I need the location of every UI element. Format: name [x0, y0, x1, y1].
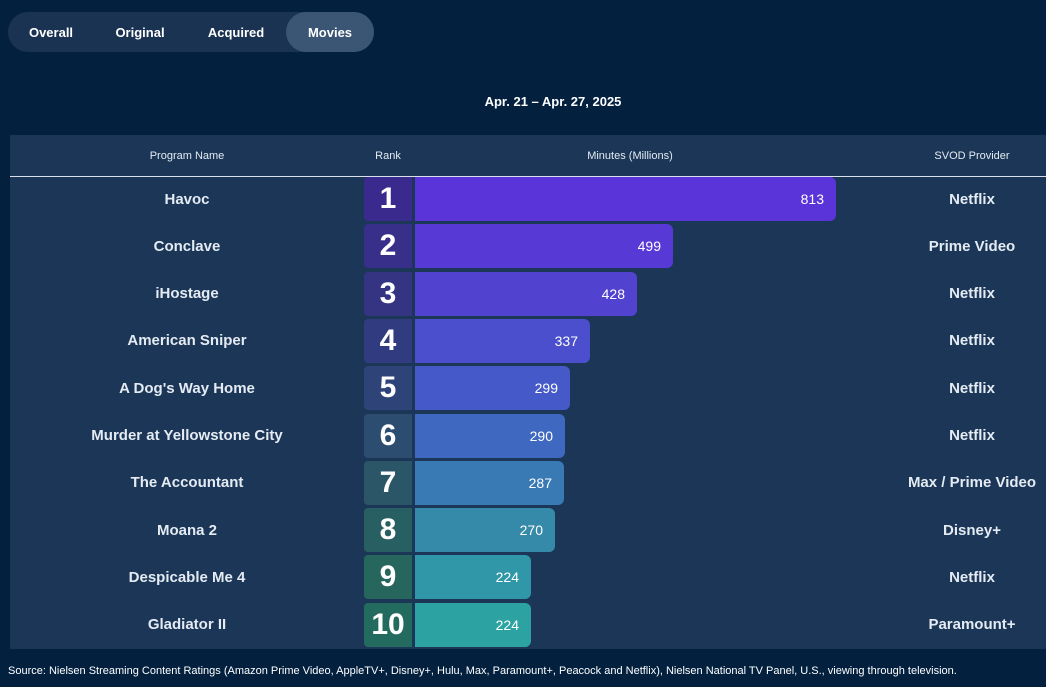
table-row: Murder at Yellowstone City 6 290 Netflix — [10, 413, 1046, 458]
rank-badge: 7 — [364, 460, 412, 505]
ranking-table: Program Name Rank Minutes (Millions) SVO… — [10, 135, 1046, 649]
svod-provider: Max / Prime Video — [907, 474, 1037, 492]
tab-overall[interactable]: Overall — [28, 24, 74, 40]
program-name: A Dog's Way Home — [119, 379, 255, 397]
table-row: Moana 2 8 270 Disney+ — [10, 508, 1046, 553]
program-name: Conclave — [153, 237, 221, 255]
svod-provider: Netflix — [949, 285, 995, 303]
program-name: Havoc — [164, 190, 210, 208]
minutes-value-label: 290 — [529, 427, 553, 444]
program-name: Despicable Me 4 — [128, 568, 246, 586]
table-row: The Accountant 7 287 Max / Prime Video — [10, 460, 1046, 505]
program-name: The Accountant — [130, 474, 244, 492]
minutes-bar — [415, 508, 555, 553]
minutes-value-label: 499 — [637, 238, 661, 255]
date-range: Apr. 21 – Apr. 27, 2025 — [484, 94, 622, 109]
header-svod-provider: SVOD Provider — [934, 149, 1010, 162]
rank-badge: 5 — [364, 366, 412, 411]
program-name: American Sniper — [127, 332, 247, 350]
minutes-value-label: 270 — [519, 522, 543, 539]
program-name: Gladiator II — [147, 616, 227, 634]
minutes-bar — [415, 271, 637, 316]
table-row: American Sniper 4 337 Netflix — [10, 318, 1046, 363]
header-divider — [10, 176, 1046, 177]
table-row: iHostage 3 428 Netflix — [10, 271, 1046, 316]
table-row: A Dog's Way Home 5 299 Netflix — [10, 366, 1046, 411]
svod-provider: Paramount+ — [928, 616, 1016, 634]
svod-provider: Netflix — [949, 379, 995, 397]
minutes-bar — [415, 366, 570, 411]
rank-badge: 6 — [364, 413, 412, 458]
header-minutes: Minutes (Millions) — [587, 149, 673, 162]
minutes-value-label: 337 — [554, 332, 578, 349]
rank-badge: 8 — [364, 508, 412, 553]
minutes-bar — [415, 555, 531, 600]
tab-movies[interactable]: Movies — [286, 12, 374, 52]
minutes-value-label: 224 — [495, 569, 519, 586]
svod-provider: Netflix — [949, 427, 995, 444]
svod-provider: Disney+ — [943, 521, 1001, 539]
minutes-value-label: 224 — [495, 616, 519, 633]
minutes-value-label: 299 — [534, 380, 558, 397]
program-name: iHostage — [155, 285, 219, 303]
table-row: Gladiator II 10 224 Paramount+ — [10, 602, 1046, 647]
table-row: Despicable Me 4 9 224 Netflix — [10, 555, 1046, 600]
rank-badge: 2 — [364, 224, 412, 269]
category-tabs: Overall Original Acquired Movies — [8, 12, 374, 52]
minutes-value-label: 287 — [528, 474, 552, 491]
table-row: Conclave 2 499 Prime Video — [10, 224, 1046, 269]
minutes-bar — [415, 413, 565, 458]
minutes-value-label: 428 — [601, 285, 625, 302]
minutes-bar — [415, 224, 673, 269]
rank-badge: 10 — [364, 602, 412, 647]
minutes-bar — [415, 602, 531, 647]
minutes-bar — [415, 177, 836, 221]
source-note: Source: Nielsen Streaming Content Rating… — [8, 665, 957, 677]
header-program-name: Program Name — [149, 149, 225, 162]
tab-acquired[interactable]: Acquired — [207, 24, 265, 40]
rank-badge: 1 — [364, 177, 412, 221]
svod-provider: Netflix — [949, 332, 995, 350]
tab-original[interactable]: Original — [115, 24, 165, 40]
minutes-value-label: 813 — [800, 191, 824, 207]
minutes-bar — [415, 318, 590, 363]
svod-provider: Netflix — [949, 190, 995, 208]
rank-badge: 9 — [364, 555, 412, 600]
svod-provider: Netflix — [949, 568, 995, 586]
header-rank: Rank — [375, 149, 401, 162]
svod-provider: Prime Video — [928, 237, 1016, 255]
program-name: Murder at Yellowstone City — [91, 427, 283, 444]
rank-badge: 4 — [364, 318, 412, 363]
table-row: Havoc 1 813 Netflix — [10, 177, 1046, 221]
rank-badge: 3 — [364, 271, 412, 316]
minutes-bar — [415, 460, 564, 505]
program-name: Moana 2 — [156, 521, 217, 539]
